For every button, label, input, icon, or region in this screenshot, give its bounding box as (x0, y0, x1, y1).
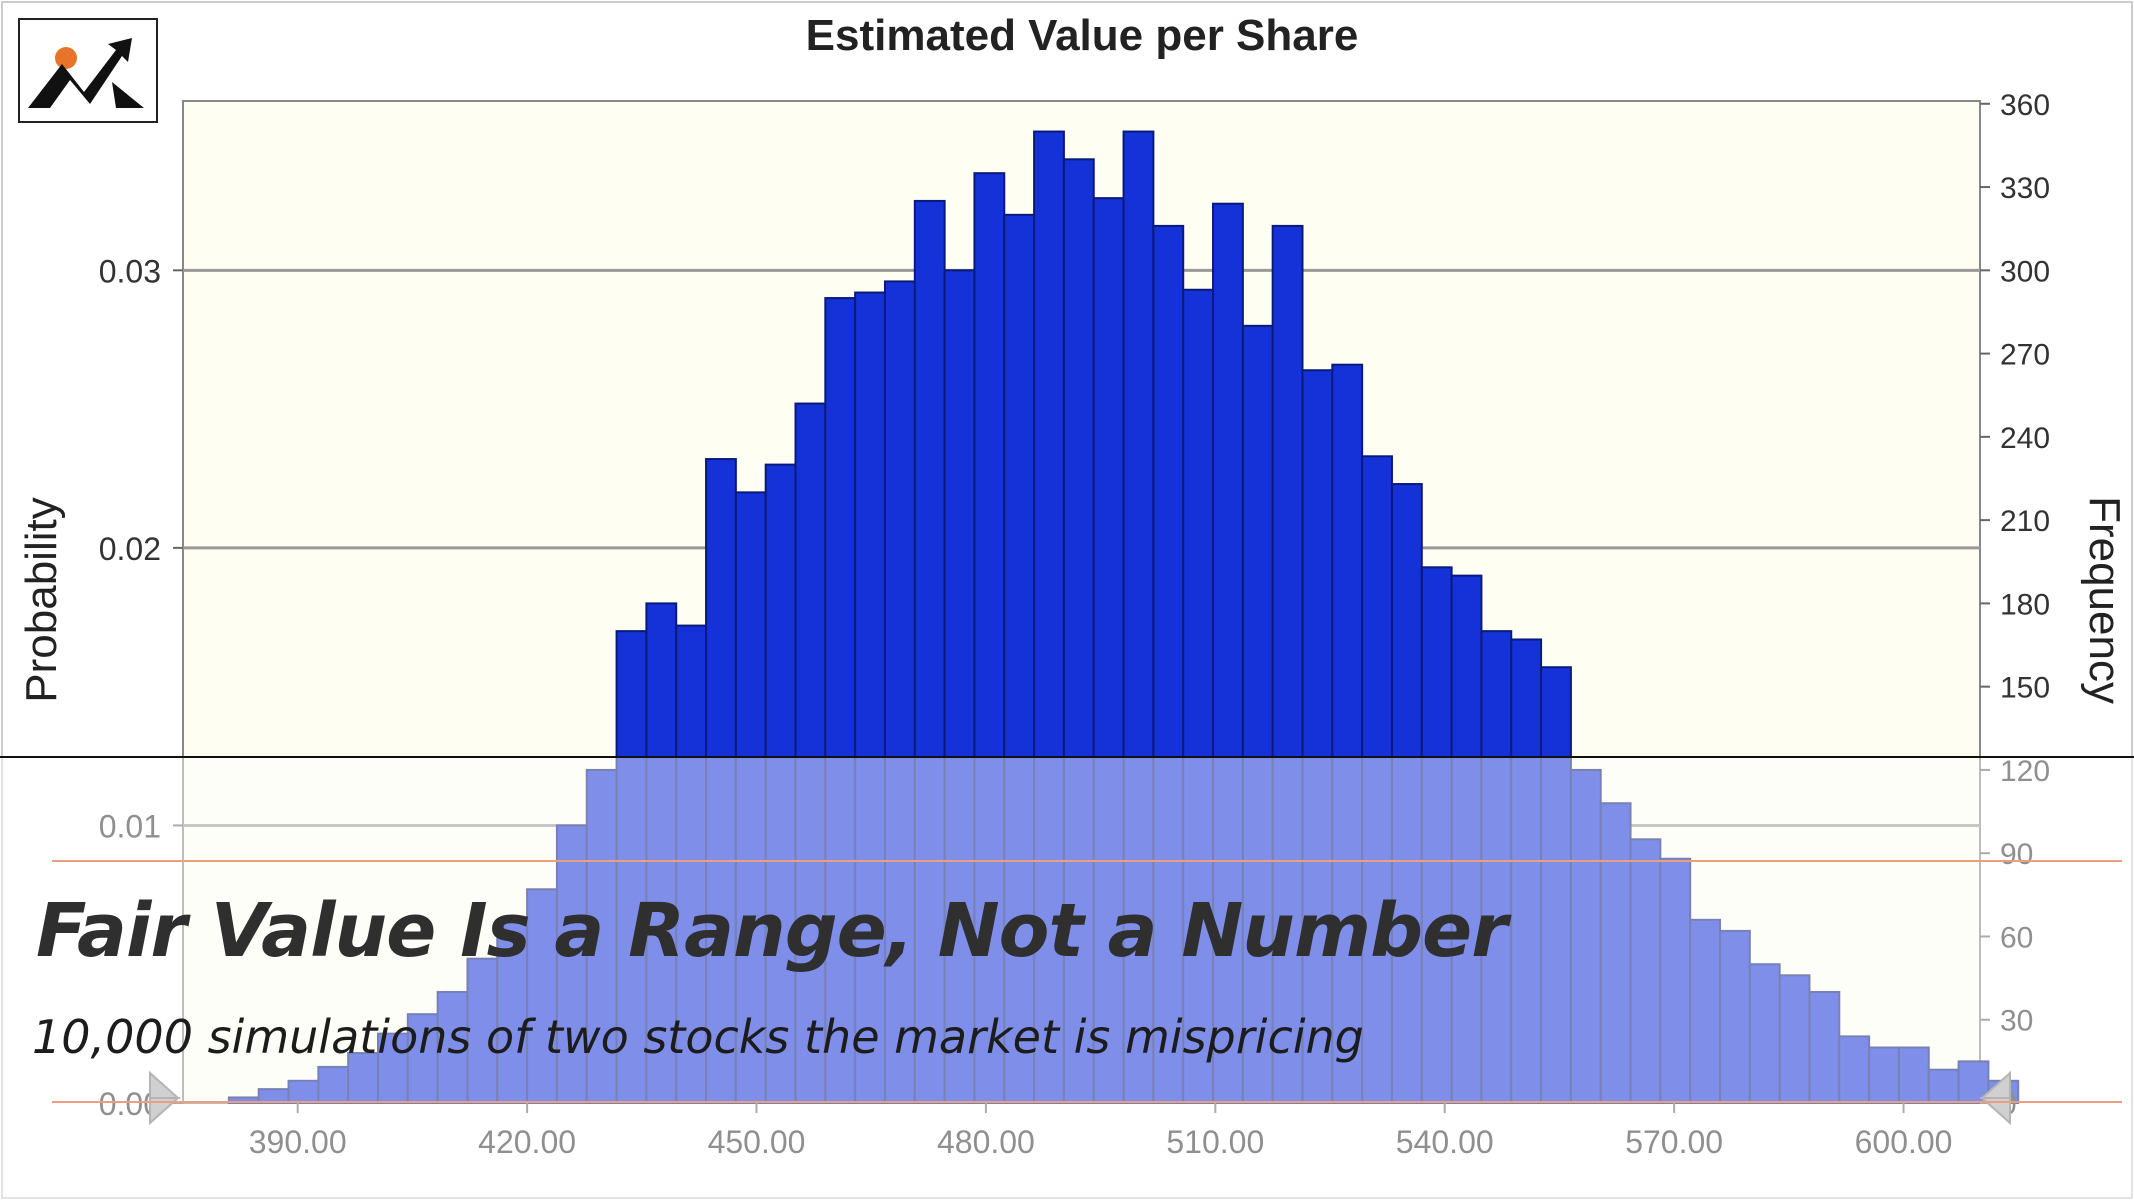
histogram-bar (1480, 630, 1513, 1104)
histogram-bar (1748, 963, 1781, 1104)
mountain-arrow-icon (28, 38, 144, 108)
left-slider-handle[interactable] (149, 1070, 181, 1126)
histogram-bar (734, 491, 767, 1105)
x-tick-label: 450.00 (708, 1124, 806, 1160)
histogram-bar (1241, 324, 1274, 1104)
subheadline: 10,000 simulations of two stocks the mar… (32, 1010, 1364, 1064)
histogram-bar (1062, 158, 1095, 1104)
histogram-bar (1569, 768, 1602, 1105)
histogram-bar (645, 602, 678, 1104)
histogram-bar (1778, 974, 1811, 1105)
histogram-bar (376, 1032, 409, 1104)
histogram-bar (1420, 566, 1453, 1104)
histogram-bar (1122, 130, 1155, 1104)
histogram-bar (615, 630, 648, 1104)
y-axis-label: Probability (17, 497, 66, 702)
histogram-bar (1808, 990, 1841, 1105)
y2-tick-label: 300 (2000, 255, 2050, 288)
histogram-bar (1390, 483, 1423, 1104)
caption-overlay (0, 756, 2134, 1202)
y2-tick-label: 120 (2000, 755, 2050, 788)
x-tick-label: 510.00 (1166, 1124, 1264, 1160)
histogram-bar (1301, 369, 1334, 1104)
histogram-bar (1003, 213, 1036, 1105)
histogram-bar (1033, 130, 1065, 1104)
accent-rule-top (52, 860, 2122, 862)
histogram-bar (1182, 288, 1215, 1104)
y2-tick-label: 270 (2000, 339, 2050, 372)
y2-tick-label: 240 (2000, 422, 2050, 455)
x-tick-label: 570.00 (1625, 1124, 1723, 1160)
x-tick-label: 600.00 (1855, 1124, 1953, 1160)
chart-title: Estimated Value per Share (806, 11, 1359, 60)
y-tick-label: 0.03 (99, 253, 161, 289)
histogram-bar (1212, 202, 1244, 1104)
histogram-bar (1897, 1046, 1930, 1105)
histogram-bar (1629, 838, 1662, 1104)
histogram-bar (883, 280, 916, 1104)
headline: Fair Value Is a Range, Not a Number (36, 888, 1508, 974)
histogram-bar (1719, 929, 1751, 1105)
y2-axis-label: Frequency (2080, 496, 2129, 704)
x-tick-label: 540.00 (1396, 1124, 1494, 1160)
x-tick-label: 390.00 (249, 1124, 347, 1160)
y2-tick-label: 330 (2000, 172, 2050, 205)
histogram-bar (555, 824, 588, 1104)
histogram-bar (794, 402, 827, 1105)
histogram-bar (764, 463, 797, 1105)
histogram-bar (317, 1065, 350, 1104)
x-tick-label: 480.00 (937, 1124, 1035, 1160)
y2-tick-label: 360 (2000, 89, 2050, 122)
y2-tick-label: 90 (2000, 838, 2033, 871)
x-tick-label: 420.00 (478, 1124, 576, 1160)
histogram-bar (1510, 638, 1543, 1104)
histogram-bar (854, 291, 886, 1104)
y2-tick-label: 30 (2000, 1005, 2033, 1038)
histogram-bar (943, 269, 976, 1104)
y2-tick-label: 150 (2000, 672, 2050, 705)
accent-rule-bottom (52, 1101, 2122, 1103)
y2-tick-label: 180 (2000, 588, 2050, 621)
histogram-bar (913, 199, 946, 1105)
y-tick-label: 0.01 (99, 808, 161, 844)
y-tick-label: 0.02 (99, 531, 161, 567)
histogram-bar (496, 921, 529, 1104)
y2-tick-label: 60 (2000, 921, 2033, 954)
brand-logo (18, 18, 158, 123)
y2-tick-label: 210 (2000, 505, 2050, 538)
histogram-bar (824, 297, 857, 1104)
histogram-bar (705, 458, 737, 1104)
right-slider-handle[interactable] (1979, 1070, 2011, 1126)
histogram-bar (1659, 857, 1692, 1105)
